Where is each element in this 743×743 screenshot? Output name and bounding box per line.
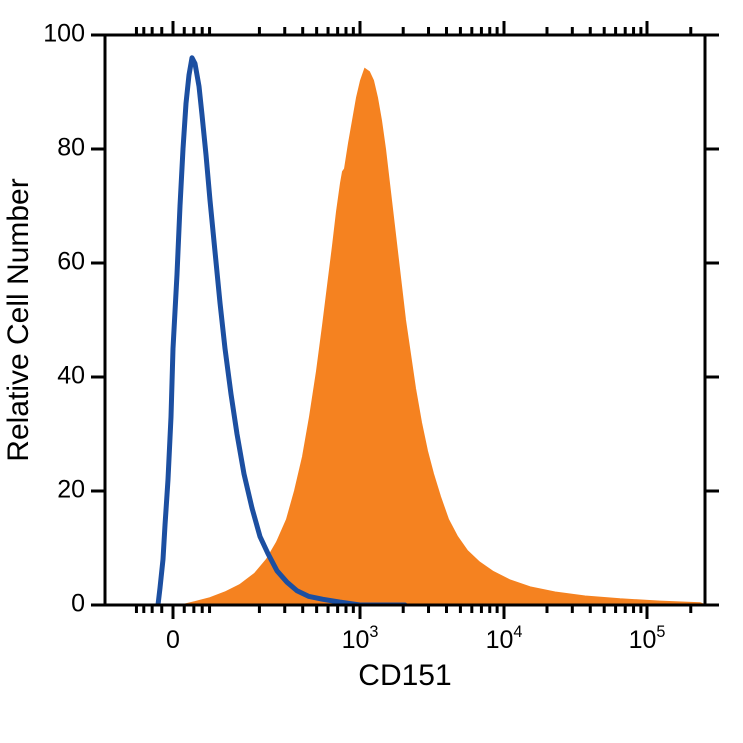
flow-cytometry-histogram: 0204060801000103104105Relative Cell Numb… bbox=[0, 0, 743, 743]
y-tick-label: 100 bbox=[43, 20, 85, 48]
chart-svg: 0204060801000103104105Relative Cell Numb… bbox=[0, 0, 743, 743]
y-tick-label: 40 bbox=[57, 362, 85, 390]
y-tick-label: 20 bbox=[57, 476, 85, 504]
y-tick-label: 0 bbox=[71, 590, 85, 618]
y-axis-label: Relative Cell Number bbox=[2, 178, 35, 461]
y-tick-label: 60 bbox=[57, 248, 85, 276]
x-axis-label: CD151 bbox=[358, 659, 451, 692]
y-tick-label: 80 bbox=[57, 134, 85, 162]
x-tick-label: 0 bbox=[166, 626, 180, 654]
